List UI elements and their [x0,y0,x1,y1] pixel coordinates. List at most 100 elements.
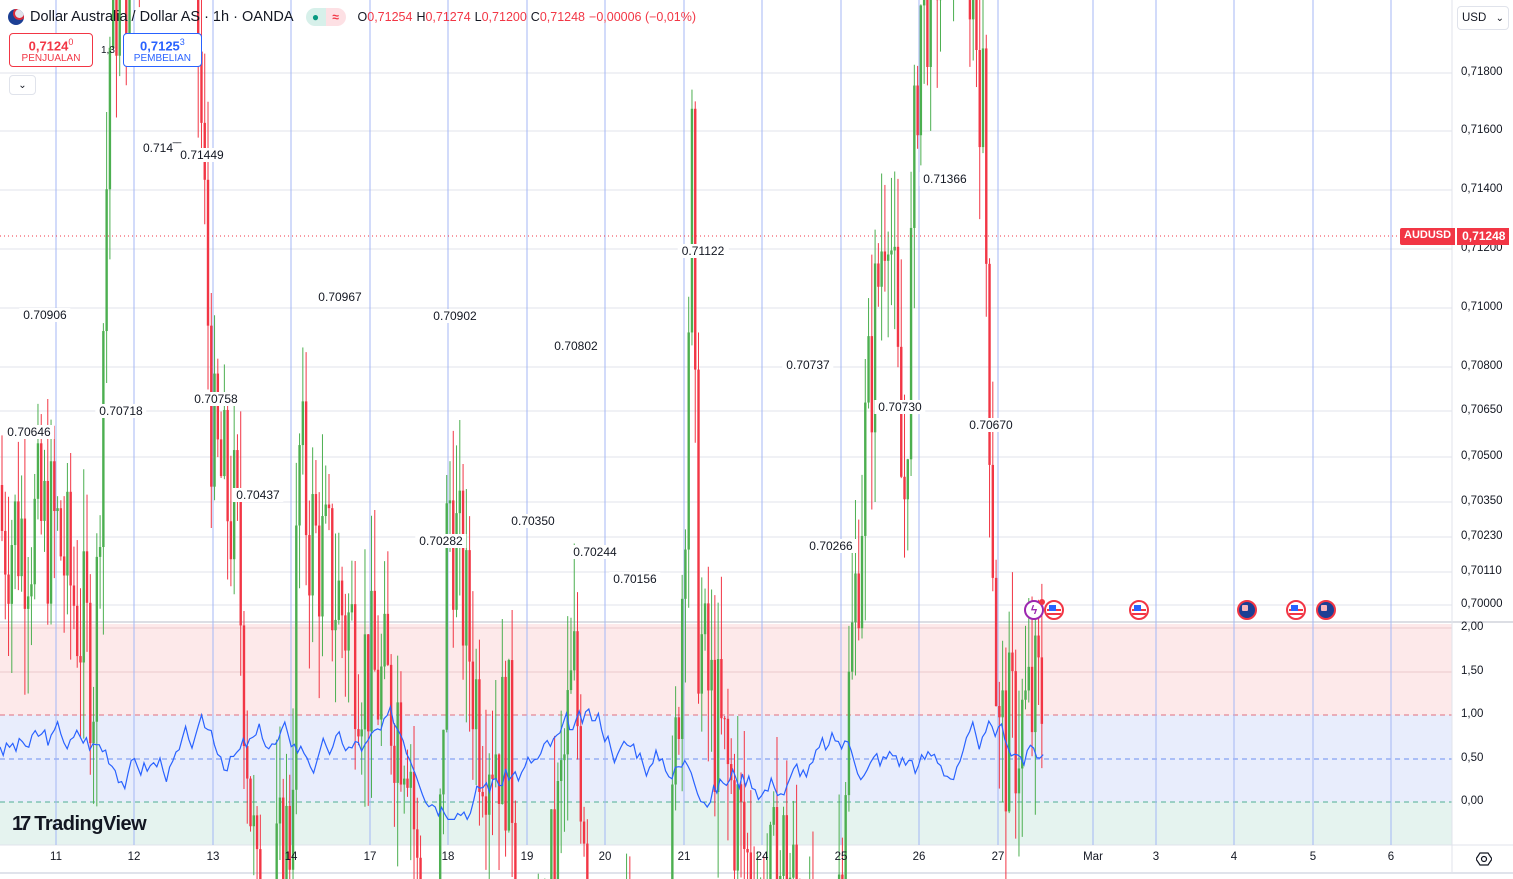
us-flag-event-icon[interactable] [1286,600,1306,620]
flash-news-icon[interactable]: ϟ [1024,599,1045,620]
price-tick-label: 0,70230 [1461,530,1503,542]
time-tick-label: 11 [50,851,62,863]
buy-button[interactable]: 0,71253 PEMBELIAN [122,33,202,67]
pivot-price-label: 0.70266 [805,539,857,553]
close-label: C [530,10,540,24]
oscillator-tick-label: 0,50 [1461,752,1484,764]
pivot-price-label: 0.70718 [95,404,147,418]
oscillator-tick-label: 2,00 [1461,621,1484,633]
tradingview-logo-text: TradingView [34,813,147,835]
time-tick-label: Mar [1083,851,1103,863]
pivot-price-label: 0.70802 [550,339,602,353]
pivot-price-label: 0.70906 [19,308,71,322]
time-tick-label: 13 [206,851,220,863]
aud-usd-flag-icon [8,9,24,25]
tradingview-logo-icon: 17 [12,813,31,835]
pivot-price-label: 0.70758 [190,392,242,406]
low-label: L [474,10,482,24]
ohlc-values: O0,71254 H0,71274 L0,71200 C0,71248 −0,0… [358,10,697,24]
tradingview-logo[interactable]: 17 TradingView [12,813,147,836]
sell-price-pip: 0 [68,36,74,47]
open-label: O [357,10,368,24]
buy-price-pip: 3 [179,36,185,47]
close-value: 0,71248 [539,10,586,24]
sell-button[interactable]: 0,71240 PENJUALAN [9,33,93,67]
price-tick-label: 0,70650 [1461,404,1503,416]
last-price-tag: AUDUSD 0,71248 [1400,228,1510,245]
pivot-price-label: 0.70902 [429,309,481,323]
pivot-price-label: 0.71366 [919,172,971,186]
market-open-icon: ● [305,8,326,26]
price-tick-label: 0,71600 [1461,124,1503,136]
time-tick-label: 18 [441,851,455,863]
symbol-title[interactable]: Dollar Australia / Dollar AS · 1h · OAND… [30,9,294,25]
symbol-header: Dollar Australia / Dollar AS · 1h · OAND… [8,6,696,28]
pivot-price-label: 0.70437 [232,488,284,502]
pivot-price-label: 0.714‾‾ [138,141,186,155]
oscillator-tick-label: 0,00 [1461,795,1484,807]
pivot-price-label: 0.70244 [569,545,621,559]
price-tick-label: 0,71000 [1461,301,1503,313]
spread-value: 1,3 [101,44,115,56]
market-status-pill[interactable]: ● ≈ [305,8,346,26]
time-tick-label: 25 [834,851,848,863]
time-tick-label: 19 [520,851,534,863]
buy-price: 0,7125 [140,38,180,54]
time-tick-label: 17 [363,851,377,863]
price-tick-label: 0,71800 [1461,66,1503,78]
price-tick-label: 0,71200 [1461,242,1503,254]
us-flag-event-icon[interactable] [1044,600,1064,620]
price-tick-label: 0,70500 [1461,450,1503,462]
pivot-price-label: 0.71122 [677,244,729,258]
time-tick-label: 24 [755,851,769,863]
pivot-price-label: 0.71449 [176,148,228,162]
high-value: 0,71274 [425,10,471,24]
time-tick-label: 20 [598,851,612,863]
buy-label: PEMBELIAN [133,53,192,65]
au-flag-event-icon[interactable] [1237,600,1257,620]
currency-value: USD [1462,12,1487,24]
pivot-price-label: 0.70967 [314,290,366,304]
collapse-legend-button[interactable]: ⌄ [9,75,36,95]
chart-settings-icon[interactable] [1476,851,1492,867]
us-flag-event-icon[interactable] [1129,600,1149,620]
oscillator-tick-label: 1,00 [1461,708,1484,720]
trade-panel: 0,71240 PENJUALAN 1,3 0,71253 PEMBELIAN [9,33,202,67]
time-tick-label: 5 [1309,851,1317,863]
pivot-price-label: 0.70282 [415,534,467,548]
price-tick-label: 0,70350 [1461,495,1503,507]
time-tick-label: 21 [677,851,691,863]
change-value: −0,00006 (−0,01%) [589,10,697,24]
currency-select[interactable]: USD ⌄ [1457,6,1509,30]
time-tick-label: 4 [1230,851,1238,863]
last-price-value: 0,71248 [1457,228,1510,245]
high-label: H [416,10,426,24]
chevron-down-icon: ⌄ [1495,12,1504,24]
price-tick-label: 0,70000 [1461,598,1503,610]
time-tick-label: 26 [912,851,926,863]
price-tick-label: 0,70800 [1461,360,1503,372]
pivot-price-label: 0.70646 [3,425,55,439]
pivot-price-label: 0.70670 [965,418,1017,432]
sell-price: 0,7124 [28,38,69,54]
oscillator-tick-label: 1,50 [1461,665,1484,677]
pivot-price-label: 0.70737 [782,358,834,372]
time-tick-label: 12 [127,851,141,863]
chevron-down-icon: ⌄ [18,79,27,91]
price-tick-label: 0,70110 [1461,565,1502,577]
open-value: 0,71254 [367,10,413,24]
low-value: 0,71200 [481,10,527,24]
pivot-price-label: 0.70730 [874,400,926,414]
price-tick-label: 0,71400 [1461,183,1503,195]
pivot-price-label: 0.70350 [507,514,559,528]
time-tick-label: 14 [284,851,298,863]
time-tick-label: 27 [991,851,1005,863]
sell-label: PENJUALAN [21,53,81,65]
last-price-symbol: AUDUSD [1400,228,1456,245]
delayed-data-icon: ≈ [325,8,346,26]
time-tick-label: 3 [1152,851,1160,863]
pivot-price-label: 0.70156 [609,572,661,586]
au-flag-event-icon[interactable] [1316,600,1336,620]
time-tick-label: 6 [1387,851,1395,863]
